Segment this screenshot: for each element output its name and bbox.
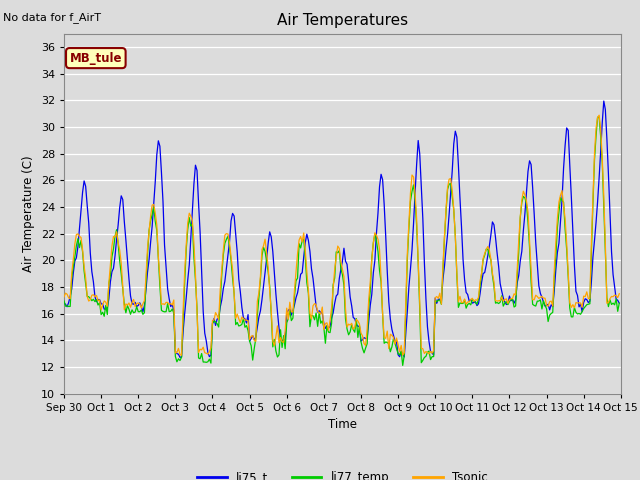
Legend: li75_t, li77_temp, Tsonic: li75_t, li77_temp, Tsonic — [192, 466, 493, 480]
Title: Air Temperatures: Air Temperatures — [277, 13, 408, 28]
X-axis label: Time: Time — [328, 418, 357, 431]
Text: MB_tule: MB_tule — [70, 51, 122, 65]
Text: No data for f_AirT: No data for f_AirT — [3, 12, 101, 23]
Y-axis label: Air Temperature (C): Air Temperature (C) — [22, 156, 35, 272]
